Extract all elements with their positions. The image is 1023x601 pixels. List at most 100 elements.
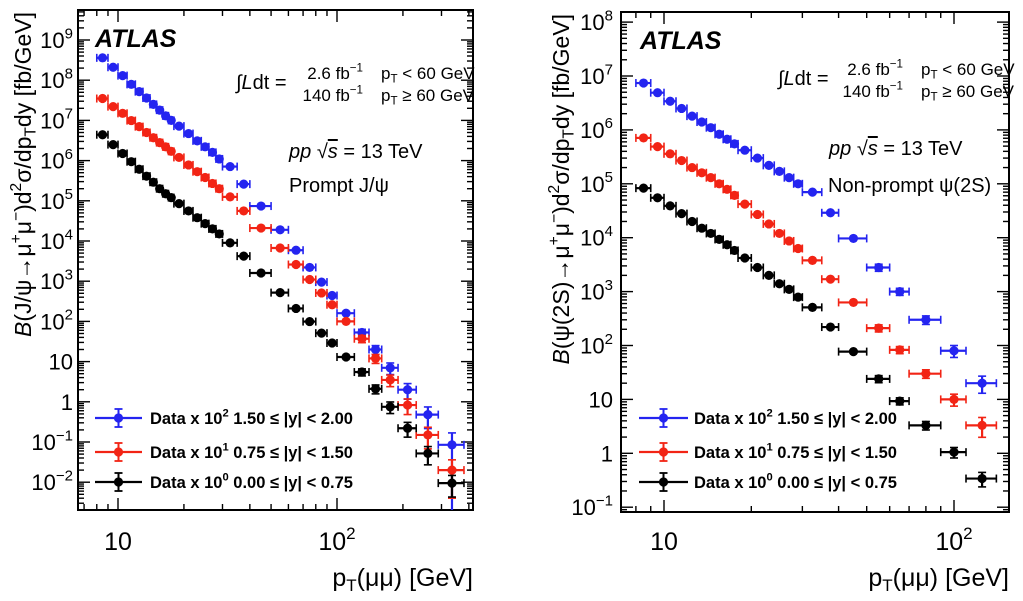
figure-shape: s bbox=[868, 138, 878, 160]
figure-shape bbox=[706, 123, 716, 133]
series-prompt_jpsi-red bbox=[95, 93, 465, 499]
figure-shape: ATLAS bbox=[94, 25, 177, 53]
figure-shape: 140 fb bbox=[303, 86, 350, 105]
figure-shape: 1 bbox=[61, 390, 73, 415]
figure-shape: T bbox=[346, 576, 356, 595]
figure-shape: 10 bbox=[40, 108, 64, 133]
figure-shape: Data x 10 bbox=[694, 474, 766, 492]
data-point-black bbox=[236, 251, 251, 261]
axis-ticks bbox=[78, 10, 473, 510]
data-point-red bbox=[649, 141, 665, 152]
figure-shape bbox=[357, 367, 367, 377]
figure-shape bbox=[752, 209, 763, 220]
y-tick-label: 105 bbox=[580, 169, 613, 197]
figure-shape bbox=[225, 161, 235, 172]
figure-shape bbox=[341, 316, 351, 326]
experiment-label: ATLAS bbox=[639, 27, 722, 55]
figure-shape bbox=[447, 440, 457, 450]
figure-shape bbox=[848, 233, 859, 244]
data-point-red bbox=[939, 393, 967, 407]
data-point-red bbox=[801, 255, 823, 265]
figure-shape bbox=[357, 334, 367, 344]
figure-shape: p bbox=[868, 564, 882, 592]
figure-shape: −1 bbox=[890, 58, 903, 71]
figure-shape bbox=[305, 274, 315, 285]
figure-shape bbox=[949, 394, 959, 404]
figure-shape bbox=[706, 228, 716, 239]
data-point-red bbox=[173, 152, 185, 163]
y-tick-label: 10−2 bbox=[31, 468, 73, 496]
figure-shape bbox=[784, 236, 794, 246]
data-point-red bbox=[729, 190, 740, 200]
figure-shape: 6 bbox=[65, 146, 73, 163]
figure-shape: 2 bbox=[65, 307, 73, 324]
figure-shape: −1 bbox=[350, 84, 363, 97]
data-point-black bbox=[314, 328, 328, 338]
figure-shape bbox=[687, 162, 697, 173]
figure-shape: L bbox=[783, 68, 794, 90]
legend-item-black: Data x 100 0.00 ≤ |y| < 0.75 bbox=[639, 472, 897, 492]
figure-shape: 4 bbox=[605, 223, 613, 240]
figure-shape bbox=[793, 179, 803, 189]
figure-shape: 10 bbox=[580, 118, 604, 143]
figure-shape: 3 bbox=[605, 277, 613, 294]
figure-shape bbox=[141, 127, 152, 138]
legend-marker-dot bbox=[658, 447, 669, 457]
figure-shape bbox=[183, 160, 194, 170]
data-point-black bbox=[397, 421, 418, 438]
figure-shape bbox=[192, 167, 202, 177]
data-point-red bbox=[126, 115, 137, 126]
figure-shape bbox=[214, 184, 224, 194]
data-point-red bbox=[888, 345, 910, 355]
data-point-black bbox=[326, 338, 338, 348]
data-point-red bbox=[737, 199, 753, 209]
figure-shape: 10 bbox=[49, 350, 73, 375]
lumi-condition: pT ≥ 60 GeV bbox=[381, 86, 475, 107]
data-point-red bbox=[908, 369, 942, 380]
data-point-black bbox=[126, 157, 137, 167]
figure-shape bbox=[148, 133, 158, 143]
data-point-blue bbox=[126, 79, 137, 89]
series-nonprompt_psi2s-red bbox=[635, 133, 998, 439]
plot-frame bbox=[620, 11, 1010, 513]
x-tick-label: 102 bbox=[935, 524, 972, 556]
figure-shape: 0.75 ≤ |y| < 1.50 bbox=[773, 444, 897, 462]
data-point-red bbox=[865, 323, 891, 333]
figure-shape: 10 bbox=[580, 10, 604, 35]
axis-ticks bbox=[621, 12, 1009, 512]
figure-shape bbox=[874, 323, 884, 333]
y-tick-label: 104 bbox=[580, 223, 613, 251]
figure-shape: (ψ(2S)→μ bbox=[548, 245, 574, 349]
y-tick-label: 102 bbox=[40, 307, 73, 335]
data-point-red bbox=[675, 155, 688, 166]
x-axis-title: pT(μμ) [GeV] bbox=[332, 564, 473, 595]
figure-shape: 2.6 fb bbox=[307, 64, 350, 83]
data-point-red bbox=[837, 297, 868, 308]
data-point-blue bbox=[865, 262, 891, 273]
figure-shape bbox=[807, 255, 818, 265]
figure-shape: ATLAS bbox=[639, 27, 722, 55]
series-nonprompt_psi2s-black bbox=[635, 183, 998, 488]
figure-shape bbox=[291, 245, 301, 255]
experiment-label: ATLAS bbox=[94, 25, 177, 53]
figure-shape bbox=[275, 288, 285, 298]
data-point-blue bbox=[837, 233, 868, 244]
data-point-red bbox=[236, 206, 251, 216]
data-point-black bbox=[117, 148, 128, 159]
figure-shape: 2 bbox=[963, 524, 972, 543]
figure-shape bbox=[848, 297, 859, 308]
figure-shape bbox=[225, 192, 235, 202]
legend-label: Data x 102 1.50 ≤ |y| < 2.00 bbox=[694, 408, 897, 428]
figure-shape: 1 bbox=[601, 441, 613, 466]
lumi-value: 140 fb−1 bbox=[843, 80, 903, 102]
data-point-red bbox=[380, 374, 399, 388]
figure-shape: 10 bbox=[40, 68, 64, 93]
figure-shape: 0.75 ≤ |y| < 1.50 bbox=[229, 444, 353, 462]
figure-shape bbox=[774, 228, 785, 239]
figure-shape: 10 bbox=[580, 172, 604, 197]
figure-shape: T bbox=[930, 68, 937, 81]
figure-shape bbox=[192, 136, 202, 146]
figure-shape bbox=[447, 478, 457, 488]
y-tick-label: 10−1 bbox=[31, 427, 73, 455]
figure-shape bbox=[977, 378, 987, 388]
